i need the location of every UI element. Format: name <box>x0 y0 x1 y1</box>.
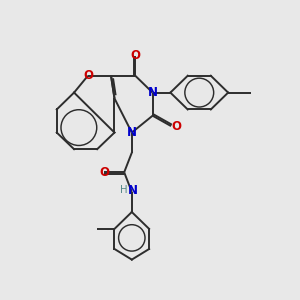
Text: O: O <box>99 166 109 179</box>
Text: N: N <box>127 126 137 139</box>
Text: O: O <box>83 69 93 82</box>
Text: O: O <box>130 49 140 62</box>
Text: O: O <box>171 120 181 133</box>
Text: N: N <box>128 184 138 196</box>
Text: H: H <box>120 185 127 195</box>
Text: N: N <box>148 86 158 99</box>
